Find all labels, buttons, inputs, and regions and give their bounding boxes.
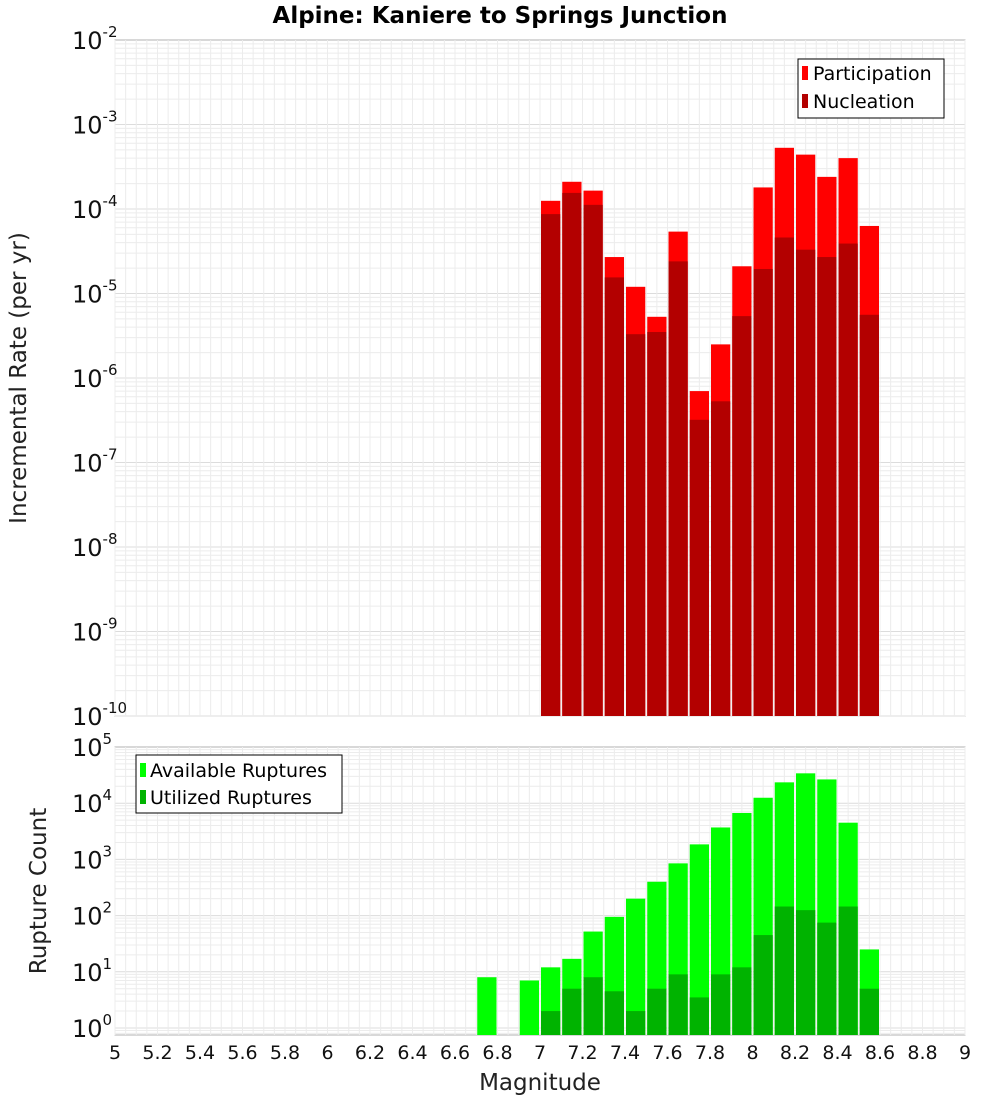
participation-legend-label: Participation <box>813 63 932 85</box>
rupture-bar-utilized-ruptures <box>541 1011 561 1035</box>
rate-y-axis-label: Incremental Rate (per yr) <box>6 232 32 524</box>
x-tick-label: 8 <box>746 1042 758 1064</box>
rate-legend: Participation Nucleation <box>797 58 945 119</box>
rupture-y-tick-label: 102 <box>72 899 112 931</box>
rupture-bar-utilized-ruptures <box>647 988 667 1035</box>
x-tick-label: 5.8 <box>270 1042 300 1064</box>
x-tick-label: 5.2 <box>142 1042 172 1064</box>
utilized-legend-swatch <box>140 790 146 804</box>
x-tick-label: 8.8 <box>907 1042 937 1064</box>
x-tick-label: 6.4 <box>397 1042 427 1064</box>
rupture-y-tick-label: 101 <box>72 955 112 987</box>
rupture-bar-utilized-ruptures <box>626 1011 646 1035</box>
rate-bar-nucleation <box>583 204 603 717</box>
rate-y-tick-label: 10-4 <box>72 192 118 224</box>
x-tick-label: 5 <box>109 1042 121 1064</box>
rate-bar-nucleation <box>562 192 582 716</box>
rate-bar-nucleation <box>604 277 624 716</box>
rupture-y-ticks: 105 104 103 102 101 100 <box>72 730 112 1043</box>
utilized-legend-label: Utilized Ruptures <box>150 787 312 809</box>
available-legend-label: Available Ruptures <box>150 760 327 782</box>
rupture-bar-utilized-ruptures <box>583 977 603 1035</box>
rupture-y-tick-label: 103 <box>72 842 112 874</box>
x-tick-label: 5.4 <box>185 1042 215 1064</box>
x-tick-label: 8.6 <box>865 1042 895 1064</box>
rate-bar-nucleation <box>711 401 731 716</box>
nucleation-legend-label: Nucleation <box>813 91 915 113</box>
x-axis-label: Magnitude <box>479 1070 601 1096</box>
x-tick-label: 8.4 <box>822 1042 852 1064</box>
x-tick-label: 7.4 <box>610 1042 640 1064</box>
rate-bar-nucleation <box>774 237 794 717</box>
rupture-bar-utilized-ruptures <box>838 906 858 1035</box>
rate-legend-box <box>797 58 945 119</box>
rupture-y-axis-label: Rupture Count <box>26 808 52 974</box>
rupture-bar-utilized-ruptures <box>689 997 709 1035</box>
rupture-bar-utilized-ruptures <box>668 974 688 1035</box>
rupture-bar-utilized-ruptures <box>774 906 794 1035</box>
rate-bar-nucleation <box>668 261 688 716</box>
rupture-bar-utilized-ruptures <box>732 967 752 1035</box>
x-tick-label: 6.8 <box>482 1042 512 1064</box>
rupture-bar-available-ruptures <box>626 898 646 1035</box>
rupture-y-tick-label: 105 <box>72 730 112 762</box>
rupture-bar-utilized-ruptures <box>753 935 773 1035</box>
rate-bar-nucleation <box>796 249 816 716</box>
participation-legend-swatch <box>802 66 808 80</box>
rate-y-tick-label: 10-10 <box>72 699 127 731</box>
x-tick-label: 7.8 <box>695 1042 725 1064</box>
rate-y-tick-label: 10-7 <box>72 446 118 478</box>
rate-bar-nucleation <box>689 419 709 716</box>
x-tick-label: 5.6 <box>227 1042 257 1064</box>
rate-y-tick-label: 10-5 <box>72 277 118 309</box>
rupture-bar-utilized-ruptures <box>796 910 816 1035</box>
rupture-bar-utilized-ruptures <box>562 988 582 1035</box>
rate-bar-nucleation <box>753 268 773 716</box>
rupture-bar-utilized-ruptures <box>604 991 624 1035</box>
rate-y-tick-label: 10-2 <box>72 23 118 55</box>
x-tick-label: 7.6 <box>652 1042 682 1064</box>
rupture-bars <box>477 773 879 1035</box>
rate-y-tick-label: 10-8 <box>72 530 118 562</box>
rate-panel: 10-2 10-3 10-4 10-5 10-6 10-7 10-8 10-9 10-10 In… <box>6 23 966 731</box>
rate-bar-nucleation <box>817 257 837 716</box>
x-tick-label: 6 <box>321 1042 333 1064</box>
x-tick-label: 7 <box>534 1042 546 1064</box>
available-legend-swatch <box>140 763 146 777</box>
rate-bar-nucleation <box>626 334 646 716</box>
rupture-bar-utilized-ruptures <box>859 988 879 1035</box>
rate-y-tick-label: 10-3 <box>72 108 118 140</box>
nucleation-legend-swatch <box>802 94 808 108</box>
rupture-bar-available-ruptures <box>477 977 497 1035</box>
rate-y-ticks: 10-2 10-3 10-4 10-5 10-6 10-7 10-8 10-9 10-10 <box>72 23 127 731</box>
x-tick-label: 9 <box>959 1042 971 1064</box>
rupture-legend-box <box>135 754 343 814</box>
x-tick-label: 6.6 <box>440 1042 470 1064</box>
rupture-legend: Available Ruptures Utilized Ruptures <box>135 754 343 814</box>
x-tick-label: 6.2 <box>355 1042 385 1064</box>
x-ticks: 5 5.2 5.4 5.6 5.8 6 6.2 6.4 6.6 6.8 7 7.2 7.4 7.6 7.8 8… <box>109 1042 971 1064</box>
x-tick-label: 8.2 <box>780 1042 810 1064</box>
rate-bars <box>541 147 879 717</box>
rate-bar-nucleation <box>859 314 879 716</box>
rate-bar-nucleation <box>541 214 561 716</box>
rate-bar-nucleation <box>647 332 667 716</box>
rate-y-tick-label: 10-9 <box>72 615 118 647</box>
rupture-bar-utilized-ruptures <box>817 922 837 1035</box>
rate-gridlines <box>114 40 966 717</box>
rupture-y-tick-label: 100 <box>72 1011 112 1043</box>
rate-bar-nucleation <box>838 243 858 716</box>
x-tick-label: 7.2 <box>567 1042 597 1064</box>
chart-title: Alpine: Kaniere to Springs Junction <box>273 3 728 29</box>
rupture-y-tick-label: 104 <box>72 786 112 818</box>
rupture-count-panel: 105 104 103 102 101 100 5 5.2 5.4 5.6 5.8 6 6.2 6.4 6… <box>26 730 971 1096</box>
rupture-bar-utilized-ruptures <box>711 974 731 1035</box>
rate-bar-nucleation <box>732 316 752 716</box>
rupture-bar-available-ruptures <box>689 844 709 1035</box>
rate-y-tick-label: 10-6 <box>72 361 118 393</box>
rupture-bar-available-ruptures <box>519 980 539 1035</box>
